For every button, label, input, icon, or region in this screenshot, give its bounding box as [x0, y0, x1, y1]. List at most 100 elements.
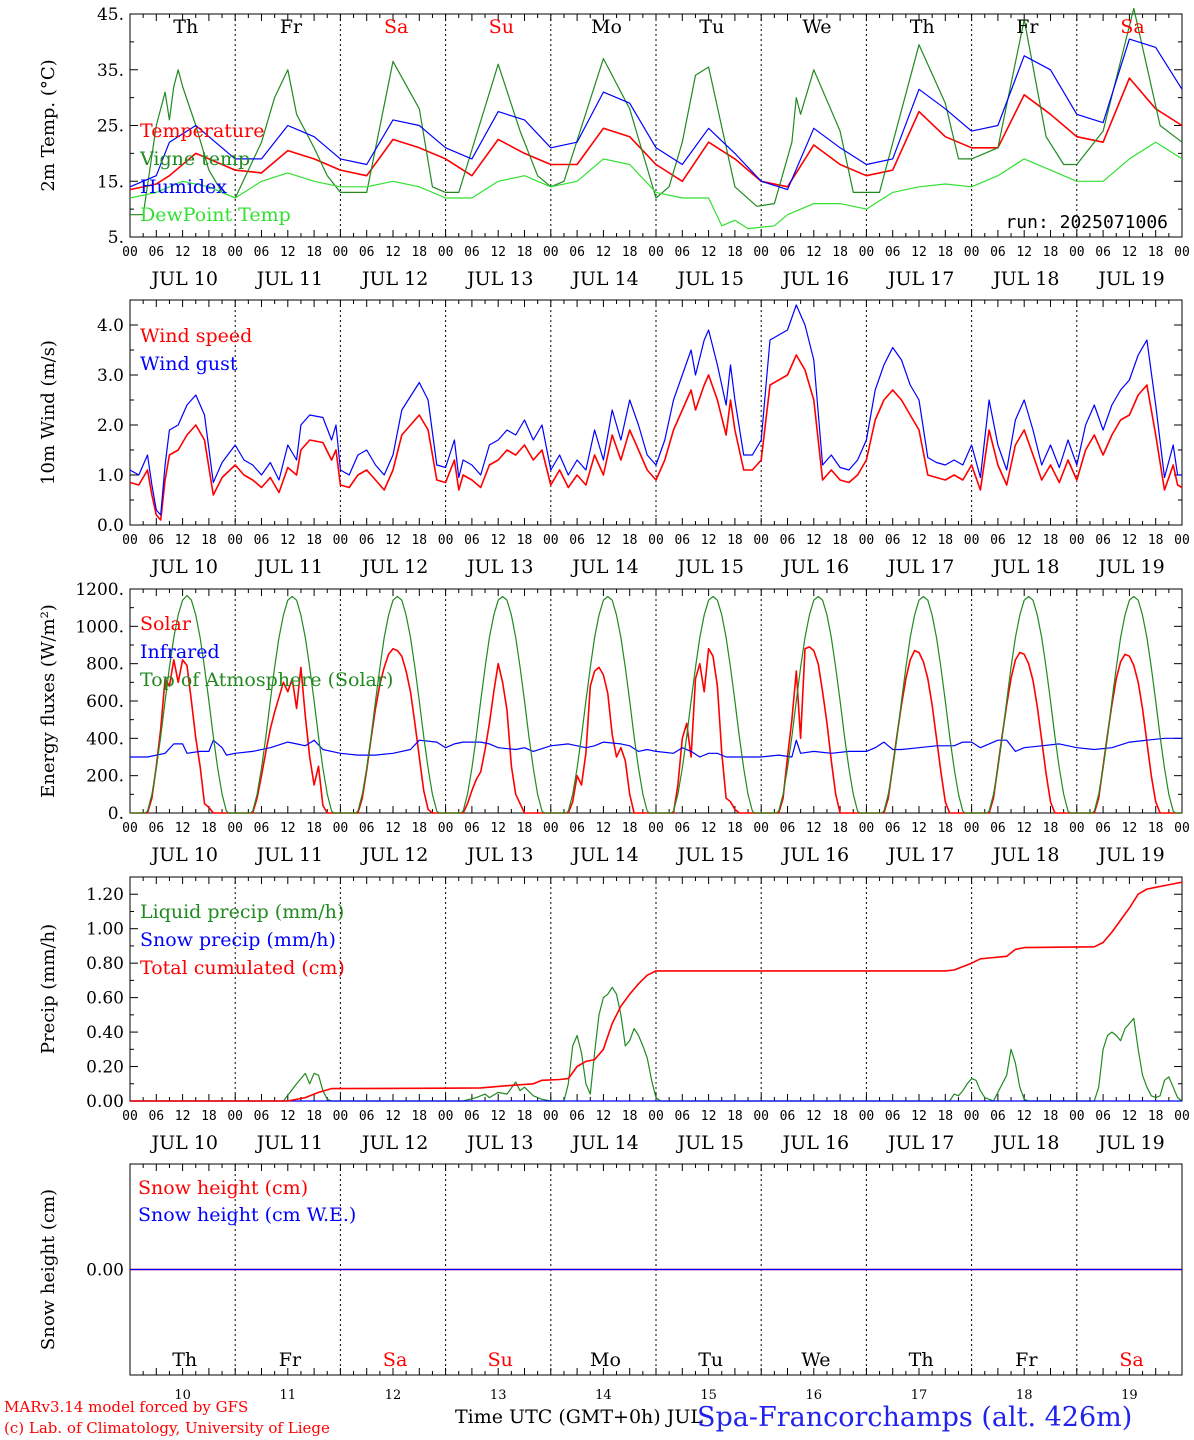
hour-tick-label: 00 [122, 533, 138, 548]
hour-tick-label: 18 [411, 1109, 427, 1124]
date-label: JUL 15 [675, 1132, 743, 1154]
series-line [129, 354, 1183, 521]
legend-entry: Top of Atmosphere (Solar) [140, 669, 393, 691]
hour-tick-label: 00 [122, 821, 138, 836]
hour-tick-label: 12 [490, 1109, 506, 1124]
hour-tick-label: 06 [254, 1109, 270, 1124]
hour-tick-label: 00 [753, 821, 769, 836]
date-label: JUL 14 [570, 844, 638, 866]
y-tick-label: 0.20 [86, 1058, 124, 1078]
y-tick-label: 25. [97, 117, 124, 137]
hour-tick-label: 00 [333, 821, 349, 836]
hour-tick-label: 12 [1016, 1109, 1032, 1124]
hour-tick-label: 18 [622, 821, 638, 836]
y-tick-label: 0.80 [86, 954, 124, 974]
series-line [130, 986, 1183, 1102]
hour-tick-label: 12 [911, 533, 927, 548]
hour-tick-label: 18 [411, 821, 427, 836]
hour-tick-label: 12 [1016, 821, 1032, 836]
hour-tick-label: 00 [438, 1109, 454, 1124]
hour-tick-label: 18 [1148, 821, 1164, 836]
hour-tick-label: 06 [464, 1109, 480, 1124]
hour-tick-label: 18 [622, 245, 638, 260]
hour-tick-label: 18 [411, 245, 427, 260]
hour-tick-label: 18 [622, 1109, 638, 1124]
hour-tick-label: 00 [964, 1109, 980, 1124]
hour-tick-label: 12 [701, 821, 717, 836]
y-tick-label: 5. [108, 228, 124, 248]
hour-tick-label: 12 [175, 821, 191, 836]
hour-tick-label: 00 [1069, 1109, 1085, 1124]
hour-tick-label: 12 [806, 245, 822, 260]
legend-entry: Temperature [140, 120, 264, 142]
hour-tick-label: 00 [964, 245, 980, 260]
hour-tick-label: 18 [517, 245, 533, 260]
date-label: JUL 15 [675, 844, 743, 866]
hour-tick-label: 12 [1122, 821, 1138, 836]
hour-tick-label: 06 [885, 1109, 901, 1124]
hour-tick-label: 06 [464, 821, 480, 836]
hour-tick-label: 18 [622, 533, 638, 548]
hour-tick-label: 06 [464, 245, 480, 260]
y-tick-label: 0. [108, 804, 124, 824]
date-label: JUL 16 [781, 556, 849, 578]
hour-tick-label: 12 [1016, 533, 1032, 548]
hour-tick-label: 18 [937, 1109, 953, 1124]
hour-tick-label: 18 [1043, 1109, 1059, 1124]
day-number: 19 [1121, 1388, 1138, 1403]
hour-tick-label: 18 [517, 821, 533, 836]
station-name: Spa-Francorchamps (alt. 426m) [697, 1402, 1133, 1433]
hour-tick-label: 00 [648, 533, 664, 548]
hour-tick-label: 12 [385, 533, 401, 548]
y-tick-label: 45. [97, 5, 124, 25]
hour-tick-label: 06 [569, 533, 585, 548]
hour-tick-label: 06 [990, 245, 1006, 260]
hour-tick-label: 12 [806, 1109, 822, 1124]
day-number: 10 [174, 1388, 191, 1403]
hour-tick-label: 06 [569, 1109, 585, 1124]
date-label: JUL 15 [675, 556, 743, 578]
hour-tick-label: 12 [701, 533, 717, 548]
legend-entry: DewPoint Temp [140, 204, 291, 226]
hour-tick-label: 12 [911, 821, 927, 836]
hour-tick-label: 00 [333, 533, 349, 548]
date-label: JUL 14 [570, 268, 638, 290]
day-number: 18 [1016, 1388, 1033, 1403]
legend-entry: Snow height (cm) [138, 1177, 308, 1199]
hour-tick-label: 06 [359, 533, 375, 548]
day-name: Fr [280, 16, 303, 38]
date-label: JUL 19 [1096, 844, 1164, 866]
hour-tick-label: 12 [596, 533, 612, 548]
hour-tick-label: 18 [727, 245, 743, 260]
hour-tick-label: 12 [596, 821, 612, 836]
hour-tick-label: 00 [1174, 1109, 1190, 1124]
day-number: 11 [280, 1388, 297, 1403]
hour-tick-label: 06 [885, 245, 901, 260]
date-label: JUL 12 [360, 1132, 428, 1154]
date-label: JUL 10 [149, 1132, 217, 1154]
hour-tick-label: 18 [306, 821, 322, 836]
date-label: JUL 17 [886, 556, 954, 578]
hour-tick-label: 06 [780, 245, 796, 260]
hour-tick-label: 12 [280, 245, 296, 260]
series-line [129, 38, 1183, 191]
hour-tick-label: 06 [148, 245, 164, 260]
hour-tick-label: 12 [806, 533, 822, 548]
hour-tick-label: 12 [490, 533, 506, 548]
hour-tick-label: 00 [964, 533, 980, 548]
date-label: JUL 15 [675, 268, 743, 290]
day-name: Tu [698, 1349, 723, 1371]
y-axis-label: 2m Temp. (°C) [38, 59, 59, 191]
date-label: JUL 16 [781, 268, 849, 290]
series-line [130, 881, 1183, 1102]
hour-tick-label: 18 [1148, 1109, 1164, 1124]
hour-tick-label: 12 [701, 245, 717, 260]
date-label: JUL 10 [149, 844, 217, 866]
hour-tick-label: 06 [1095, 821, 1111, 836]
y-tick-label: 4.0 [97, 316, 124, 336]
hour-tick-label: 06 [990, 533, 1006, 548]
hour-tick-label: 12 [911, 245, 927, 260]
hour-tick-label: 00 [1174, 533, 1190, 548]
hour-tick-label: 06 [359, 1109, 375, 1124]
hour-tick-label: 18 [937, 821, 953, 836]
